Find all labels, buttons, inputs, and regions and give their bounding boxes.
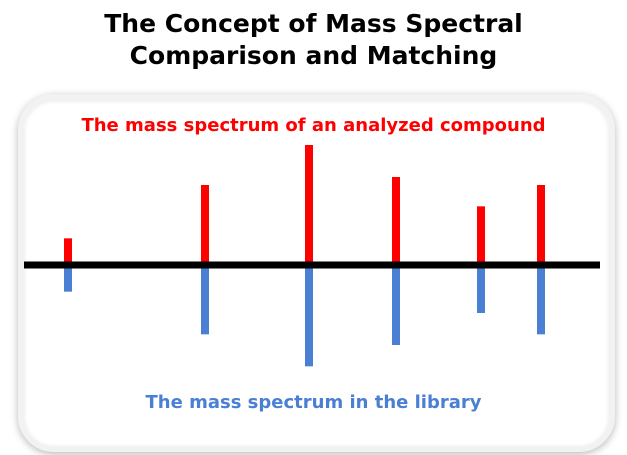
diagram-frame <box>18 94 615 452</box>
analyzed-spectrum-label: The mass spectrum of an analyzed compoun… <box>81 115 546 136</box>
title-line-2: Comparison and Matching <box>129 41 498 70</box>
library-spectrum-label: The mass spectrum in the library <box>145 392 482 413</box>
title-line-1: The Concept of Mass Spectral <box>104 9 523 38</box>
page-title: The Concept of Mass Spectral Comparison … <box>0 8 627 72</box>
